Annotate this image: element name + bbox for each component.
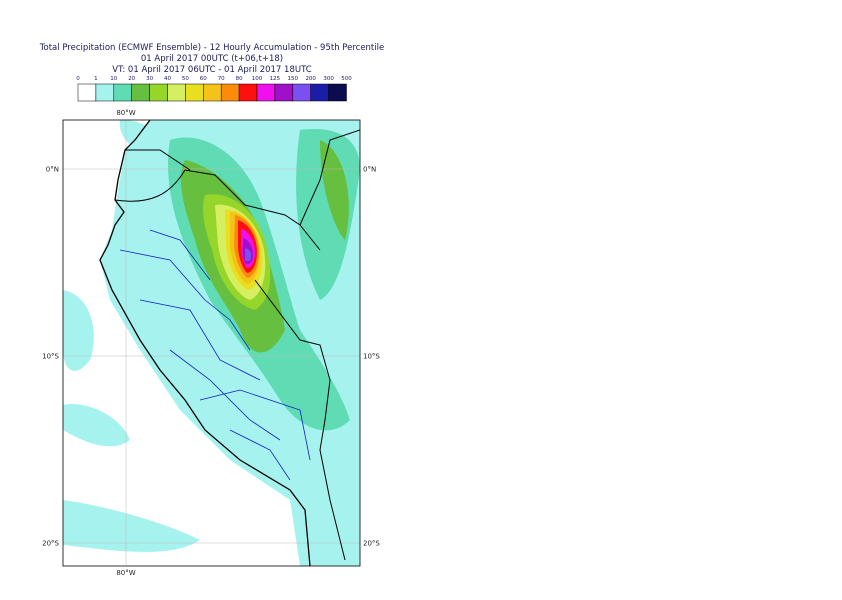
precip-area [296,129,360,300]
lat-label: 10°S [363,353,380,361]
precip-area [63,404,130,447]
subtitle: VT: 01 April 2017 06UTC - 01 April 2017 … [112,65,311,75]
precip-area [100,120,360,566]
legend-swatch [256,83,276,102]
legend-swatch [203,83,222,102]
legend-label: 80 [236,76,243,82]
legend-label: 1 [94,76,98,82]
legend-label: 0 [76,76,80,82]
lat-label: 10°S [42,353,59,361]
legend-label: 100 [252,76,263,82]
legend-swatch [167,83,186,102]
legend-swatch [238,83,258,102]
legend-swatch [77,83,97,102]
legend-swatch [149,83,168,102]
map [63,120,360,566]
lon-label: 80°W [116,569,135,577]
precip-area [63,500,200,552]
lat-label: 0°N [363,166,376,174]
coastline [99,120,311,566]
precip-area [245,248,252,262]
lat-label: 0°N [46,166,59,174]
colorbar: 0 1 10 20 30 40 50 60 70 80 100 125 150 200 300 500 [76,76,352,102]
legend-label: 60 [200,76,207,82]
legend-swatch [220,83,240,102]
map-frame [62,119,361,567]
legend-label: 125 [270,76,281,82]
legend-label: 30 [146,76,153,82]
legend-swatch [131,83,150,102]
subtitle: 01 April 2017 00UTC (t+06,t+18) [141,54,283,64]
lat-label: 20°S [42,540,59,548]
legend-label: 40 [164,76,171,82]
legend-swatch [113,83,132,102]
legend-swatch [274,83,294,102]
lat-label: 20°S [363,540,380,548]
legend-swatch [185,83,204,102]
legend-swatch [310,83,329,102]
legend-label: 20 [128,76,135,82]
legend-label: 300 [323,76,334,82]
legend-swatch [292,83,311,102]
precip-area [320,140,349,240]
lon-label: 80°W [116,109,135,117]
legend-label: 150 [288,76,299,82]
legend-label: 50 [182,76,189,82]
legend-swatch [328,83,347,102]
title: Total Precipitation (ECMWF Ensemble) - 1… [39,43,384,53]
border [114,129,360,561]
region-border [119,229,311,481]
legend-label: 10 [110,76,117,82]
precip-area [63,290,94,371]
legend-label: 500 [341,76,352,82]
legend-label: 200 [305,76,316,82]
legend-label: 70 [218,76,225,82]
legend-swatch [95,83,115,102]
